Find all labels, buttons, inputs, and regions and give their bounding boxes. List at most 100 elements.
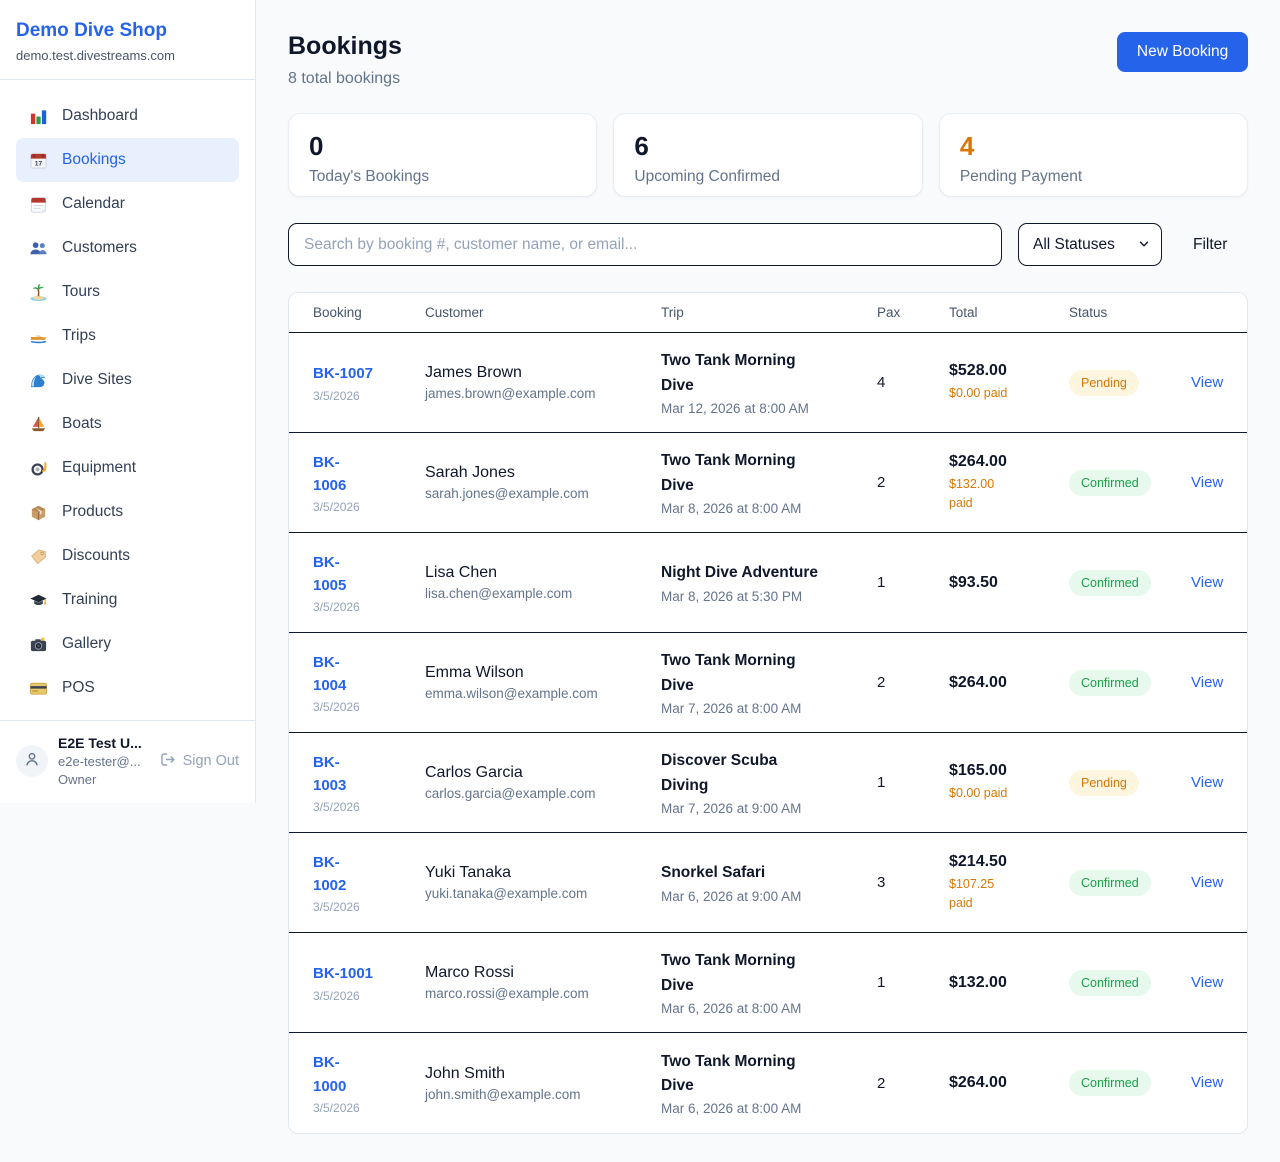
sidebar-item-pos[interactable]: POS xyxy=(16,666,239,710)
stat-value: 6 xyxy=(634,131,649,161)
status-cell: Confirmed xyxy=(1069,869,1191,896)
sidebar-item-bookings[interactable]: 17 Bookings xyxy=(16,138,239,182)
stat-card-upcoming-confirmed: 6 Upcoming Confirmed xyxy=(613,113,923,197)
table-header-row: Booking Customer Trip Pax Total Status xyxy=(289,293,1248,333)
customer-name: Sarah Jones xyxy=(425,464,515,481)
booking-id-link[interactable]: BK- 1005 xyxy=(313,553,347,594)
sidebar-item-equipment[interactable]: Equipment xyxy=(16,446,239,490)
sidebar-item-customers[interactable]: Customers xyxy=(16,226,239,270)
paid-amount: $0.00 paid xyxy=(949,786,1008,801)
booking-id-link[interactable]: BK- 1004 xyxy=(313,653,347,694)
sidebar-item-trips[interactable]: Trips xyxy=(16,314,239,358)
pax-cell: 4 xyxy=(877,374,886,391)
pax-cell: 1 xyxy=(877,774,886,791)
booking-id-link[interactable]: BK- 1000 xyxy=(313,1054,347,1095)
user-name: E2E Test U... xyxy=(58,735,142,751)
booking-cell: BK- 1006 3/5/2026 xyxy=(313,451,425,515)
app-shell: Demo Dive Shop demo.test.divestreams.com… xyxy=(0,0,1280,1134)
table-row: BK- 1003 3/5/2026 Carlos Garcia carlos.garc… xyxy=(289,733,1248,833)
filter-button[interactable]: Filter xyxy=(1193,235,1228,253)
booking-id-link[interactable]: BK-1001 xyxy=(313,965,374,983)
trip-datetime: Mar 6, 2026 at 8:00 AM xyxy=(661,1101,802,1117)
sidebar-item-label: Customers xyxy=(62,239,137,256)
customer-name: John Smith xyxy=(425,1064,506,1082)
trip-datetime: Mar 8, 2026 at 5:30 PM xyxy=(661,588,803,604)
trip-name: Two Tank Morning Dive xyxy=(661,352,796,394)
pax-cell: 3 xyxy=(877,874,886,891)
trip-cell: Night Dive Adventure Mar 8, 2026 at 5:30 … xyxy=(661,561,877,603)
total-amount: $165.00 xyxy=(949,762,1007,780)
booking-date: 3/5/2026 xyxy=(313,900,360,915)
stat-label: Today's Bookings xyxy=(309,167,430,185)
trip-datetime: Mar 6, 2026 at 9:00 AM xyxy=(661,888,802,904)
brand-title: Demo Dive Shop xyxy=(16,20,167,41)
booking-date: 3/5/2026 xyxy=(313,500,360,515)
customer-cell: Marco Rossi marco.rossi@example.com xyxy=(425,964,661,1001)
total-cell: $264.00 xyxy=(949,1074,1069,1092)
customer-name: James Brown xyxy=(425,364,522,381)
filter-controls: All Statuses Filter xyxy=(288,223,1248,266)
table-row: BK- 1002 3/5/2026 Yuki Tanaka yuki.tanaka@e… xyxy=(289,833,1248,933)
customer-email: sarah.jones@example.com xyxy=(425,486,589,501)
booking-date: 3/5/2026 xyxy=(313,800,360,815)
booking-id-link[interactable]: BK-1007 xyxy=(313,365,374,383)
sidebar: Demo Dive Shop demo.test.divestreams.com… xyxy=(0,0,256,803)
total-amount: $528.00 xyxy=(949,362,1007,380)
booking-cell: BK-1001 3/5/2026 xyxy=(313,962,425,1002)
pax-cell: 2 xyxy=(877,1074,886,1092)
main-content: Bookings 8 total bookings New Booking 0 T… xyxy=(256,0,1280,1134)
column-header-pax: Pax xyxy=(877,305,901,320)
status-badge: Confirmed xyxy=(1069,869,1151,896)
view-link[interactable]: View xyxy=(1191,1074,1224,1091)
stat-card-today-s-bookings: 0 Today's Bookings xyxy=(288,113,598,197)
paid-amount: $0.00 paid xyxy=(949,386,1008,401)
total-amount: $264.00 xyxy=(949,673,1007,691)
sidebar-item-training[interactable]: Training xyxy=(16,578,239,622)
status-badge: Confirmed xyxy=(1069,569,1151,596)
column-header-booking: Booking xyxy=(313,305,362,320)
sidebar-item-gallery[interactable]: Gallery xyxy=(16,622,239,666)
customer-cell: Yuki Tanaka yuki.tanaka@example.com xyxy=(425,864,661,901)
trip-name: Two Tank Morning Dive xyxy=(661,652,796,694)
pax-cell: 2 xyxy=(877,674,886,691)
sidebar-item-dive-sites[interactable]: Dive Sites xyxy=(16,358,239,402)
logout-icon xyxy=(159,751,176,772)
customer-email: carlos.garcia@example.com xyxy=(425,786,596,801)
status-select[interactable]: All Statuses xyxy=(1018,223,1162,266)
credit-card-icon xyxy=(28,678,48,698)
customer-name: Yuki Tanaka xyxy=(425,864,511,881)
view-link[interactable]: View xyxy=(1191,373,1224,391)
people-icon xyxy=(28,238,48,258)
new-booking-button[interactable]: New Booking xyxy=(1116,32,1249,72)
view-link[interactable]: View xyxy=(1191,873,1224,891)
view-cell: View xyxy=(1191,474,1223,492)
sidebar-item-products[interactable]: Products xyxy=(16,490,239,534)
booking-date: 3/5/2026 xyxy=(313,388,360,403)
view-link[interactable]: View xyxy=(1191,573,1224,591)
customer-name: Carlos Garcia xyxy=(425,764,523,781)
booking-cell: BK- 1005 3/5/2026 xyxy=(313,551,425,615)
search-input[interactable] xyxy=(288,223,1002,266)
trip-name: Two Tank Morning Dive xyxy=(661,452,796,494)
sidebar-item-boats[interactable]: Boats xyxy=(16,402,239,446)
sidebar-item-calendar[interactable]: Calendar xyxy=(16,182,239,226)
sign-out-label: Sign Out xyxy=(182,753,239,769)
bookings-table: Booking Customer Trip Pax Total Status BK-100… xyxy=(288,292,1249,1134)
stat-card-pending-payment: 4 Pending Payment xyxy=(938,113,1249,197)
booking-id-link[interactable]: BK- 1002 xyxy=(313,853,347,894)
view-cell: View xyxy=(1191,374,1223,392)
view-link[interactable]: View xyxy=(1191,973,1224,991)
stats-row: 0 Today's Bookings 6 Upcoming Confirmed 4 Pen… xyxy=(288,113,1249,197)
sidebar-item-dashboard[interactable]: Dashboard xyxy=(16,94,239,138)
booking-id-link[interactable]: BK- 1003 xyxy=(313,753,347,794)
user-info: E2E Test U... e2e-tester@... Owner xyxy=(58,735,149,787)
brand-domain: demo.test.divestreams.com xyxy=(16,48,175,63)
sign-out-button[interactable]: Sign Out xyxy=(159,751,239,772)
view-link[interactable]: View xyxy=(1191,473,1224,491)
view-link[interactable]: View xyxy=(1191,673,1224,691)
sidebar-item-tours[interactable]: Tours xyxy=(16,270,239,314)
trip-cell: Two Tank Morning Dive Mar 6, 2026 at 8:00… xyxy=(661,949,877,1015)
booking-id-link[interactable]: BK- 1006 xyxy=(313,453,347,494)
sidebar-item-discounts[interactable]: Discounts xyxy=(16,534,239,578)
view-link[interactable]: View xyxy=(1191,773,1224,791)
